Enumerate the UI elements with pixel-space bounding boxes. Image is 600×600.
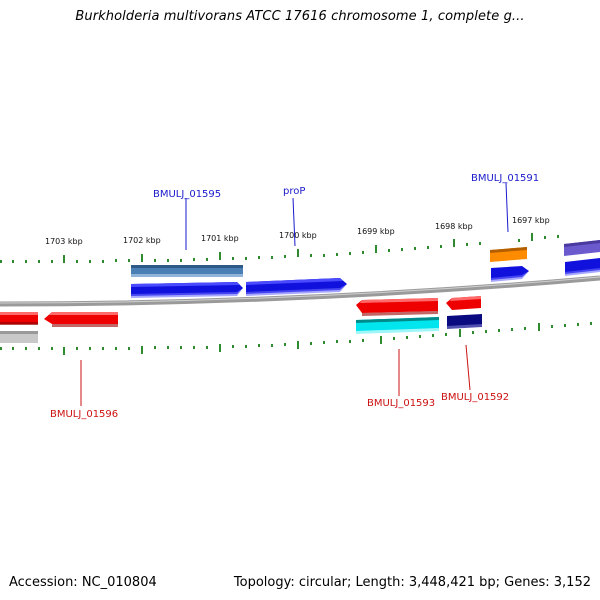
- gene-bmulj-01592-navy[interactable]: [447, 314, 482, 329]
- ruler-top: [0, 233, 559, 263]
- kbp-label: 1698 kbp: [435, 222, 473, 231]
- accession-text: Accession: NC_010804: [9, 575, 157, 590]
- gene-red-left-edge[interactable]: [0, 312, 38, 325]
- gene-prop[interactable]: [246, 278, 347, 296]
- kbp-label: 1703 kbp: [45, 237, 83, 246]
- gene-blue-right[interactable]: [565, 258, 600, 276]
- forward-genes[interactable]: [131, 240, 600, 298]
- gene-labels: BMULJ_01595 proP BMULJ_01591 BMULJ_01596…: [50, 173, 539, 420]
- gene-label: BMULJ_01591: [471, 173, 539, 184]
- gene-bmulj-01592-red[interactable]: [446, 296, 481, 310]
- label-leaders: [80, 182, 509, 406]
- gene-gray[interactable]: [0, 331, 38, 343]
- ruler-bottom: [0, 322, 592, 355]
- gene-label: proP: [283, 186, 305, 197]
- kbp-label: 1701 kbp: [201, 234, 239, 243]
- genome-stats-text: Topology: circular; Length: 3,448,421 bp…: [233, 575, 591, 590]
- gene-bmulj-01593[interactable]: [356, 317, 439, 334]
- ruler-labels: 1703 kbp 1702 kbp 1701 kbp 1700 kbp 1699…: [45, 216, 550, 246]
- gene-label: BMULJ_01595: [153, 189, 221, 200]
- kbp-label: 1700 kbp: [279, 231, 317, 240]
- gene-bmulj-01595[interactable]: [131, 265, 243, 277]
- gene-bmulj-01591[interactable]: [490, 247, 527, 262]
- kbp-label: 1702 kbp: [123, 236, 161, 245]
- gene-label: BMULJ_01593: [367, 398, 435, 409]
- gene-label: BMULJ_01596: [50, 409, 118, 420]
- gene-purple[interactable]: [564, 240, 600, 256]
- gene-bmulj-01596[interactable]: [44, 312, 118, 327]
- gene-arrow-blue-1[interactable]: [131, 282, 243, 298]
- reverse-genes[interactable]: [0, 296, 482, 343]
- gene-red-mid[interactable]: [356, 298, 438, 316]
- gene-arrow-blue-2[interactable]: [491, 266, 529, 282]
- kbp-label: 1697 kbp: [512, 216, 550, 225]
- kbp-label: 1699 kbp: [357, 227, 395, 236]
- chromosome-backbone: [0, 275, 600, 307]
- gene-label: BMULJ_01592: [441, 392, 509, 403]
- map-title: Burkholderia multivorans ATCC 17616 chro…: [75, 9, 525, 24]
